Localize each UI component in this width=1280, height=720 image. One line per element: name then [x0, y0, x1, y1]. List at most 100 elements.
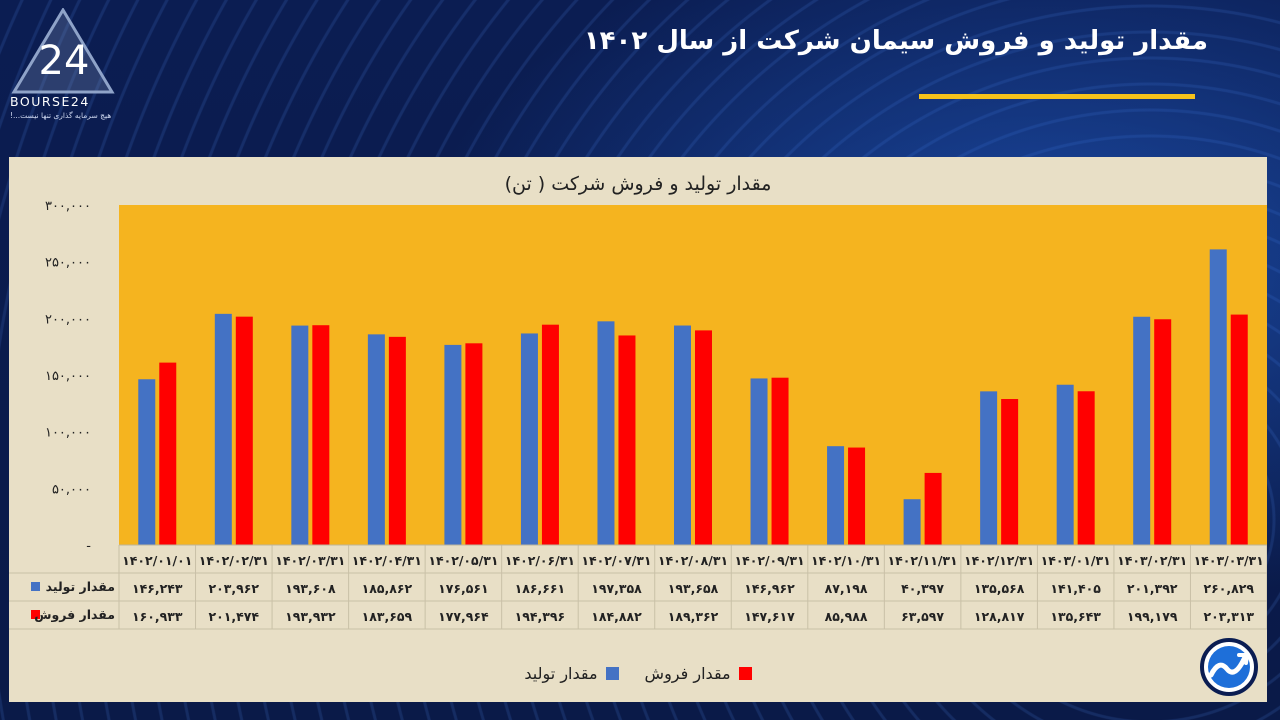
data-label-production: ۱۸۶,۶۶۱	[515, 581, 566, 596]
bar-production	[1133, 316, 1151, 545]
bar-sales	[695, 330, 712, 545]
bar-production	[597, 321, 615, 545]
data-label-production: ۲۰۳,۹۶۲	[209, 581, 260, 596]
bar-sales	[771, 377, 789, 545]
bar-production	[291, 325, 309, 545]
data-label-production: ۱۷۶,۵۶۱	[438, 581, 489, 596]
y-tick-label: ۳۰۰,۰۰۰	[45, 199, 91, 214]
x-tick-label: ۱۴۰۲/۱۱/۳۱	[888, 553, 958, 568]
data-label-production: ۱۴۶,۹۶۲	[744, 581, 795, 596]
y-tick-label: ۲۵۰,۰۰۰	[45, 256, 91, 271]
y-tick-label: ۱۰۰,۰۰۰	[45, 426, 91, 441]
y-tick-label: ۱۵۰,۰۰۰	[45, 369, 91, 384]
bar-sales	[465, 343, 483, 545]
bar-production	[903, 499, 921, 545]
row-label-production: مقدار تولید	[46, 579, 115, 594]
bar-sales	[618, 335, 636, 545]
data-label-production: ۱۹۳,۶۵۸	[668, 581, 719, 596]
legend-item-sales: مقدار فروش	[645, 664, 752, 683]
data-label-sales: ۱۹۴,۳۹۶	[515, 609, 566, 624]
data-label-production: ۱۹۳,۶۰۸	[285, 581, 336, 596]
bar-production	[750, 378, 768, 545]
bar-production	[138, 379, 156, 545]
title-underline	[919, 94, 1195, 99]
bar-sales	[1077, 391, 1095, 545]
plot-area	[119, 205, 1267, 545]
bar-sales	[312, 325, 330, 545]
data-label-sales: ۲۰۳,۳۱۳	[1203, 609, 1254, 624]
x-tick-label: ۱۴۰۲/۰۲/۳۱	[199, 553, 269, 568]
chart-title: مقدار تولید و فروش شرکت ( تن)	[504, 173, 772, 195]
bar-production	[520, 333, 538, 545]
data-label-production: ۴۰,۳۹۷	[901, 581, 944, 596]
data-label-production: ۲۶۰,۸۲۹	[1203, 581, 1254, 596]
bar-sales	[541, 324, 559, 545]
page-title: مقدار تولید و فروش سیمان شرکت از سال ۱۴۰…	[583, 26, 1208, 56]
brand-tagline: هیچ سرمایه گذاری تنها نیست...!	[10, 111, 112, 120]
y-tick-label: ۲۰۰,۰۰۰	[45, 312, 91, 327]
bar-sales	[848, 447, 866, 545]
x-tick-label: ۱۴۰۲/۰۳/۳۱	[275, 553, 345, 568]
x-tick-label: ۱۴۰۲/۰۴/۳۱	[352, 553, 422, 568]
bar-sales	[924, 472, 942, 545]
legend-item-production: مقدار تولید	[524, 664, 619, 683]
legend: مقدار فروش مقدار تولید	[9, 663, 1267, 683]
data-label-production: ۱۴۶,۲۴۳	[132, 581, 183, 596]
x-tick-label: ۱۴۰۲/۰۶/۳۱	[505, 553, 575, 568]
data-label-sales: ۱۷۷,۹۶۴	[438, 609, 489, 624]
bar-production	[367, 334, 385, 545]
data-label-production: ۸۷,۱۹۸	[825, 581, 868, 596]
x-tick-label: ۱۴۰۳/۰۱/۳۱	[1041, 553, 1111, 568]
data-label-production: ۱۴۱,۴۰۵	[1050, 581, 1101, 596]
bourse24-logo: 24	[11, 8, 115, 94]
bar-sales	[1001, 399, 1019, 545]
x-tick-label: ۱۴۰۲/۰۵/۳۱	[428, 553, 498, 568]
data-label-sales: ۱۸۴,۸۸۲	[591, 609, 642, 624]
bar-production	[674, 325, 691, 545]
bar-sales	[159, 362, 177, 545]
bar-production	[444, 344, 462, 545]
y-tick-label: ۵۰,۰۰۰	[52, 482, 91, 497]
x-tick-label: ۱۴۰۲/۱۰/۳۱	[811, 553, 881, 568]
bar-sales	[388, 336, 406, 545]
data-label-sales: ۶۳,۵۹۷	[901, 609, 944, 624]
legend-swatch-production	[605, 666, 619, 680]
data-label-sales: ۲۰۱,۴۷۴	[209, 609, 260, 624]
bar-production	[1056, 384, 1074, 545]
data-label-production: ۱۹۷,۳۵۸	[591, 581, 642, 596]
x-tick-label: ۱۴۰۲/۰۱/۰۱	[122, 553, 192, 568]
bar-sales	[1154, 319, 1172, 545]
brand-name: BOURSE24	[10, 94, 90, 109]
data-label-sales: ۱۹۹,۱۷۹	[1127, 609, 1178, 624]
bar-sales	[1230, 314, 1248, 545]
bar-sales	[235, 316, 253, 545]
logo-mark: 24	[39, 38, 90, 84]
x-tick-label: ۱۴۰۲/۰۷/۳۱	[581, 553, 651, 568]
data-label-sales: ۱۳۵,۶۴۳	[1050, 609, 1101, 624]
bar-chart: ۳۰۰,۰۰۰ ۲۵۰,۰۰۰ ۲۰۰,۰۰۰ ۱۵۰,۰۰۰ ۱۰۰,۰۰۰ ۵۰,۰۰…	[9, 199, 1267, 630]
data-label-sales: ۱۲۸,۸۱۷	[974, 609, 1025, 624]
x-tick-label: ۱۴۰۳/۰۲/۳۱	[1117, 553, 1187, 568]
data-label-sales: ۱۸۹,۳۶۲	[668, 609, 719, 624]
y-tick-label: -	[86, 539, 91, 554]
data-label-sales: ۱۴۷,۶۱۷	[744, 609, 795, 624]
data-label-sales: ۱۶۰,۹۳۳	[132, 609, 183, 624]
legend-label-sales: مقدار فروش	[644, 663, 731, 683]
data-label-production: ۲۰۱,۳۹۲	[1127, 581, 1178, 596]
bar-production	[1209, 249, 1227, 545]
row-key-sales	[31, 610, 40, 619]
x-tick-label: ۱۴۰۲/۱۲/۳۱	[964, 553, 1034, 568]
row-label-sales: مقدار فروش	[34, 607, 115, 622]
legend-swatch-sales	[738, 666, 752, 680]
bar-production	[214, 313, 232, 545]
data-label-production: ۱۸۵,۸۶۲	[362, 581, 413, 596]
data-label-sales: ۸۵,۹۸۸	[825, 609, 868, 624]
data-label-sales: ۱۹۳,۹۳۲	[285, 609, 336, 624]
data-label-production: ۱۳۵,۵۶۸	[974, 581, 1025, 596]
data-label-sales: ۱۸۳,۶۵۹	[362, 609, 413, 624]
bar-production	[980, 391, 998, 545]
x-tick-label: ۱۴۰۲/۰۸/۳۱	[658, 553, 728, 568]
trend-badge-icon	[1200, 638, 1258, 696]
x-tick-label: ۱۴۰۳/۰۳/۳۱	[1194, 553, 1264, 568]
row-key-production	[31, 582, 40, 591]
